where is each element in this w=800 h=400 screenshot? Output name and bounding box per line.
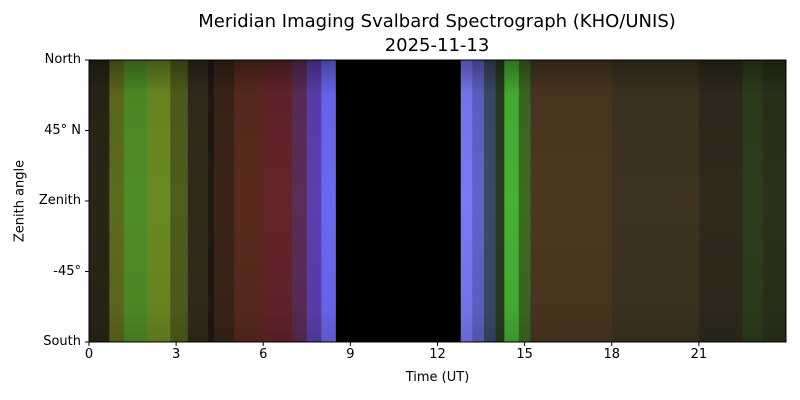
y-tick-label-zenith: Zenith bbox=[38, 193, 81, 208]
x-tick-label: 12 bbox=[429, 347, 446, 362]
x-tick-label: 6 bbox=[259, 347, 268, 362]
y-tick-label-minus45: -45° bbox=[53, 263, 81, 279]
y-tick-label-45n: 45° N bbox=[44, 122, 81, 138]
y-axis-label: Zenith angle bbox=[12, 159, 28, 243]
y-tick-label-north: North bbox=[44, 52, 81, 67]
x-tick-label: 18 bbox=[603, 347, 621, 362]
chart-subtitle: 2025-11-13 bbox=[384, 35, 490, 56]
axis-ticks bbox=[85, 59, 700, 346]
x-tick-label: 0 bbox=[84, 347, 94, 362]
x-tick-label: 21 bbox=[690, 347, 708, 362]
chart-title: Meridian Imaging Svalbard Spectrograph (… bbox=[198, 11, 676, 32]
x-axis-label: Time (UT) bbox=[405, 370, 470, 385]
vertical-shading bbox=[89, 60, 786, 342]
y-tick-label-south: South bbox=[43, 334, 81, 349]
x-tick-label: 15 bbox=[516, 347, 533, 362]
x-tick-label: 3 bbox=[171, 347, 181, 362]
x-tick-label: 9 bbox=[346, 347, 355, 362]
